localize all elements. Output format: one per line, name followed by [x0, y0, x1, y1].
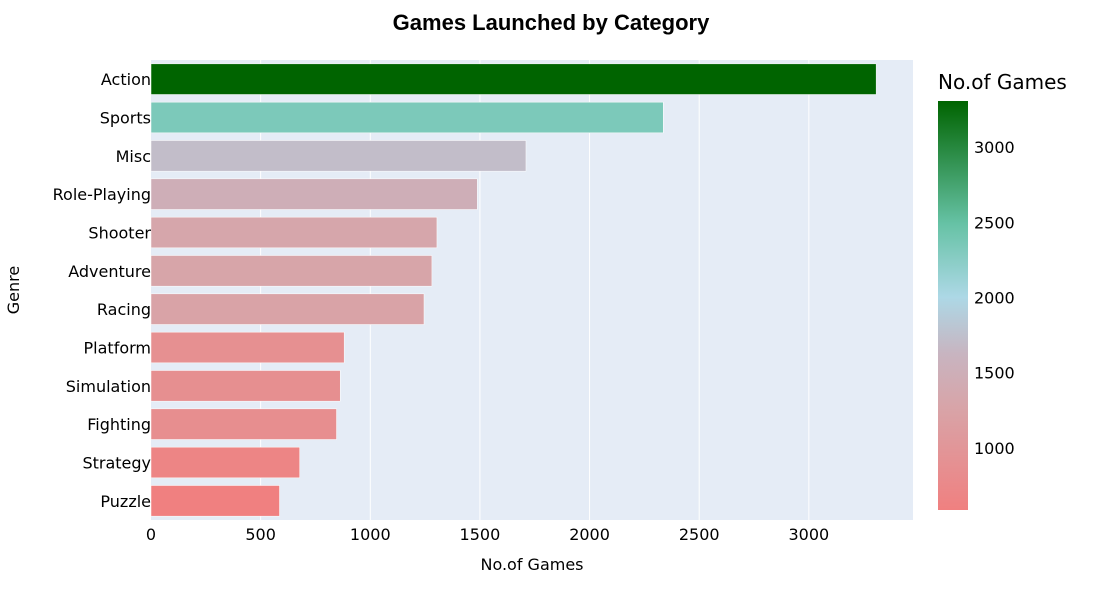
- colorbar-tick-label: 3000: [974, 138, 1015, 157]
- x-tick-label: 2000: [569, 525, 610, 544]
- y-tick-label: Puzzle: [100, 492, 151, 511]
- chart-title: Games Launched by Category: [393, 10, 710, 35]
- x-tick-label: 500: [245, 525, 276, 544]
- bar-puzzle: [150, 485, 280, 517]
- x-tick-label: 1500: [460, 525, 501, 544]
- y-tick-label: Adventure: [68, 262, 151, 281]
- y-tick-label: Strategy: [82, 454, 151, 473]
- x-tick-labels: 0 500 1000 1500 2000 2500 3000: [146, 525, 829, 544]
- x-tick-label: 1000: [350, 525, 391, 544]
- colorbar-tick-label: 2000: [974, 288, 1015, 307]
- bars: [150, 63, 877, 517]
- y-tick-labels: Action Sports Misc Role-Playing Shooter Adven…: [53, 70, 152, 511]
- colorbar-tick-labels: 1000 1500 2000 2500 3000: [974, 138, 1015, 458]
- bar-shooter: [150, 216, 438, 249]
- bar-action: [150, 63, 877, 95]
- y-tick-label: Sports: [100, 109, 151, 128]
- colorbar-title: No.of Games: [938, 70, 1067, 94]
- x-tick-label: 3000: [788, 525, 829, 544]
- x-tick-label: 2500: [679, 525, 720, 544]
- plot-background: [151, 60, 913, 520]
- x-tick-label: 0: [146, 525, 156, 544]
- bar-fighting: [150, 408, 337, 440]
- y-tick-label: Fighting: [87, 415, 151, 434]
- y-tick-label: Role-Playing: [53, 185, 151, 204]
- colorbar-tick-label: 2500: [974, 213, 1015, 232]
- y-tick-label: Racing: [97, 300, 151, 319]
- y-axis-title: Genre: [4, 266, 23, 314]
- colorbar-tick-label: 1000: [974, 439, 1015, 458]
- y-tick-label: Simulation: [66, 377, 151, 396]
- colorbar-tick-label: 1500: [974, 364, 1015, 383]
- bar-role-playing: [150, 178, 478, 210]
- bar-simulation: [150, 370, 341, 402]
- y-tick-label: Shooter: [88, 224, 151, 243]
- y-tick-label: Action: [101, 70, 151, 89]
- bar-adventure: [150, 255, 433, 287]
- bar-misc: [150, 140, 527, 172]
- bar-platform: [150, 331, 345, 364]
- y-tick-label: Platform: [84, 339, 151, 358]
- bar-sports: [150, 101, 664, 134]
- x-gridlines: [260, 60, 810, 520]
- colorbar: [938, 101, 968, 510]
- x-axis-title: No.of Games: [480, 555, 583, 574]
- y-tick-label: Misc: [116, 147, 151, 166]
- bar-strategy: [150, 446, 300, 479]
- bar-racing: [150, 293, 425, 325]
